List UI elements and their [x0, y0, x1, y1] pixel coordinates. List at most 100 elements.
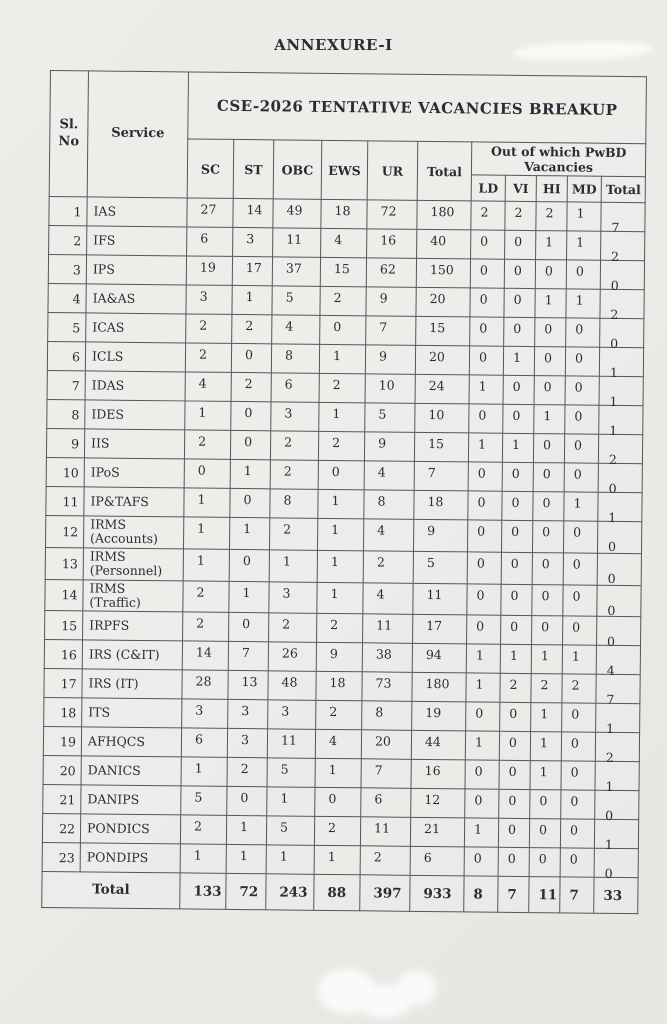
row-value: 7: [360, 759, 412, 789]
pwbd-total-value: 1: [609, 393, 618, 409]
row-value: 0: [566, 259, 601, 290]
vacancies-table: Sl. No Service CSE-2026 TENTATIVE VACANC…: [41, 70, 648, 915]
row-value: 1: [318, 402, 366, 432]
row-value: 17: [412, 614, 467, 645]
row-value: 1: [469, 374, 504, 405]
pwbd-total-value: 2: [608, 451, 617, 467]
pwbd-total-value: 2: [611, 248, 620, 264]
row-value: 1: [183, 487, 231, 518]
row-value: 0: [560, 790, 595, 820]
row-service-name: DANICS: [81, 756, 182, 787]
row-value: 2: [499, 673, 532, 703]
row-value: 0: [229, 488, 271, 518]
row-value: 5: [266, 816, 315, 846]
row-value: 1: [269, 549, 318, 582]
row-value: 1: [465, 731, 500, 761]
col-header-service: Service: [87, 70, 189, 198]
row-value: 0: [560, 848, 595, 878]
row-value: 12: [410, 788, 465, 819]
row-value: 0: [504, 259, 536, 289]
row-value: 2: [180, 815, 227, 845]
row-value: 1: [230, 459, 271, 489]
row-value: 3: [185, 284, 233, 315]
row-value: 0: [531, 615, 563, 646]
row-value: 0: [498, 847, 530, 877]
row-value: 2: [231, 314, 272, 344]
row-value: 0: [565, 375, 600, 406]
row-value: 0: [318, 460, 365, 490]
row-sl-no: 7: [47, 370, 86, 400]
row-value: 1: [533, 404, 566, 434]
row-value: 0: [562, 584, 598, 617]
col-header-vi: VI: [505, 175, 537, 202]
row-value: 0: [529, 818, 561, 849]
row-value: 1: [229, 517, 270, 550]
row-sl-no: 3: [48, 254, 87, 284]
row-value: 0: [529, 847, 561, 878]
row-value: 0: [470, 229, 505, 260]
total-value-pwbd: 33: [593, 877, 639, 914]
row-value: 0: [534, 346, 566, 376]
row-value: 0: [501, 491, 534, 521]
row-service-name: ITS: [81, 698, 182, 729]
row-sl-no: 9: [46, 428, 85, 458]
row-sl-no: 19: [43, 726, 82, 757]
row-value: 2: [269, 517, 318, 551]
pwbd-total-value: 1: [604, 837, 613, 853]
pwbd-total-value: 2: [610, 306, 619, 322]
row-value: 0: [561, 732, 596, 762]
row-value: 2: [360, 846, 411, 876]
row-service-name: DANIPS: [80, 785, 182, 816]
row-value: 1: [226, 815, 267, 846]
row-value: 0: [314, 787, 361, 818]
row-value: 9: [413, 519, 468, 552]
row-value: 180: [416, 200, 472, 230]
row-value: 11: [360, 817, 411, 847]
row-value: 0: [469, 316, 504, 347]
row-value: 1: [314, 845, 361, 876]
row-value: 0: [464, 789, 499, 819]
row-value: 28: [181, 670, 229, 700]
row-value: 0: [594, 790, 640, 823]
row-value: 3: [227, 699, 268, 730]
row-value: 0: [502, 462, 534, 492]
row-sl-no: 23: [42, 842, 81, 873]
row-value: 0: [469, 345, 504, 376]
row-value: 2: [318, 431, 365, 461]
row-value: 3: [232, 227, 273, 257]
row-value: 1: [317, 489, 365, 519]
row-value: 4: [362, 582, 414, 615]
row-sl-no: 1: [48, 196, 88, 226]
row-value: 38: [362, 643, 413, 673]
row-value: 10: [365, 373, 416, 404]
row-value: 49: [272, 198, 322, 229]
row-value: 1: [595, 703, 641, 736]
row-value: 9: [316, 642, 363, 673]
total-value-total: 933: [409, 875, 465, 913]
pwbd-total-value: 0: [610, 335, 619, 351]
col-header-total: Total: [417, 141, 472, 201]
table-header: Sl. No Service CSE-2026 TENTATIVE VACANC…: [49, 70, 647, 203]
row-value: 0: [596, 616, 641, 649]
row-sl-no: 20: [43, 755, 82, 786]
row-value: 1: [534, 288, 567, 318]
row-value: 0: [529, 789, 561, 820]
row-value: 0: [501, 552, 533, 585]
row-value: 8: [271, 343, 320, 374]
pwbd-total-value: 4: [606, 663, 615, 679]
row-sl-no: 2: [48, 225, 87, 255]
table-title: CSE-2026 TENTATIVE VACANCIES BREAKUP: [187, 71, 647, 144]
row-value: 1: [183, 516, 230, 550]
row-value: 20: [361, 730, 412, 760]
row-value: 2: [600, 231, 645, 264]
row-value: 1: [594, 761, 640, 794]
row-value: 2: [270, 459, 319, 490]
row-value: 9: [365, 344, 416, 375]
row-value: 0: [563, 520, 598, 554]
row-value: 1: [503, 346, 535, 376]
col-header-ld: LD: [471, 174, 506, 202]
row-value: 2: [182, 580, 230, 613]
row-value: 0: [561, 703, 596, 733]
row-value: 2: [184, 429, 231, 460]
